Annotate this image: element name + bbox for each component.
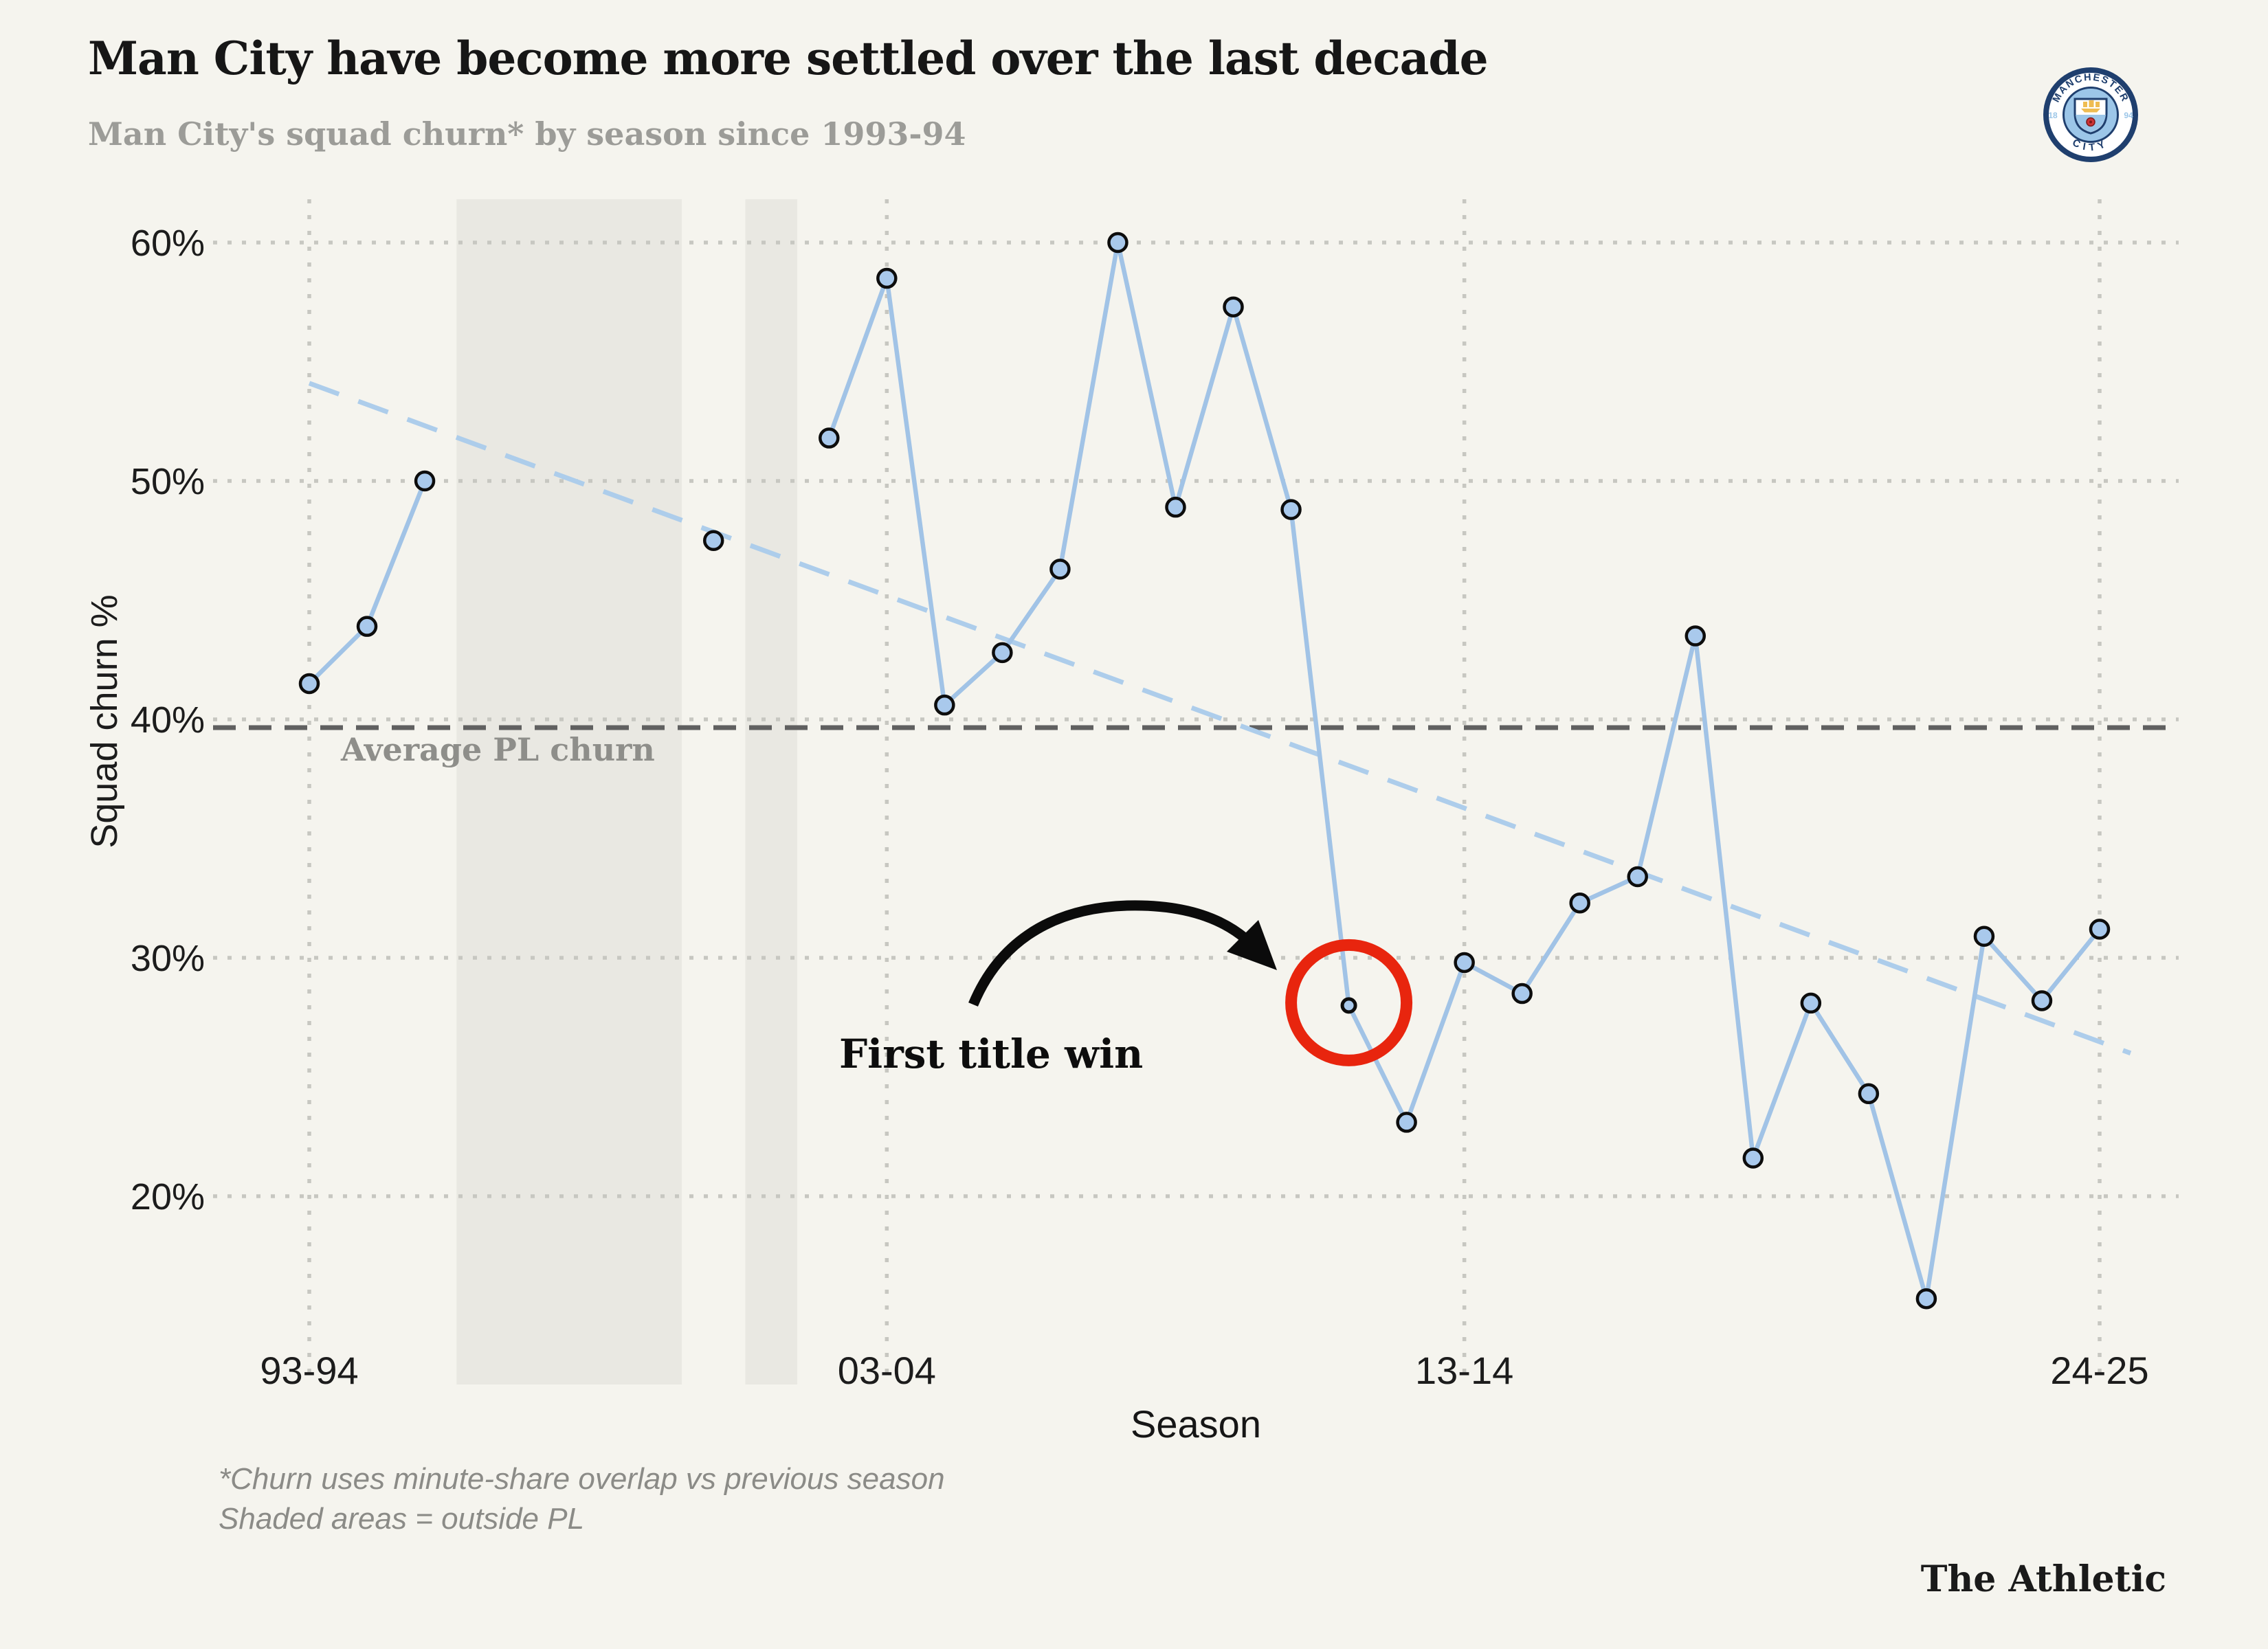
- x-tick-label: 24-25: [2050, 1349, 2148, 1392]
- data-point: [1800, 992, 1822, 1014]
- annotation-arrow: [968, 900, 1249, 1007]
- x-tick-label: 13-14: [1415, 1349, 1513, 1392]
- trend-line: [308, 381, 2132, 1056]
- data-point: [1280, 499, 1302, 520]
- page-title: Man City have become more settled over t…: [88, 32, 1489, 85]
- chart-subtitle: Man City's squad churn* by season since …: [88, 115, 966, 153]
- data-point: [1685, 625, 1706, 647]
- data-point: [876, 267, 898, 289]
- data-point: [298, 673, 320, 695]
- badge-year-left: 18: [2048, 111, 2058, 120]
- footnote: *Churn uses minute-share overlap vs prev…: [219, 1459, 945, 1539]
- footnote-line-2: Shaded areas = outside PL: [219, 1502, 585, 1536]
- y-tick-label: 20%: [131, 1176, 205, 1218]
- highlight-red-circle: [1285, 939, 1413, 1066]
- data-point: [1973, 926, 1995, 947]
- data-point: [1915, 1288, 1937, 1310]
- badge-ship-sails-icon: [2083, 100, 2100, 107]
- annotation-label: First title win: [839, 1031, 1144, 1077]
- data-point: [1223, 296, 1244, 317]
- x-tick-label: 93-94: [260, 1349, 358, 1392]
- data-point: [1049, 559, 1071, 580]
- data-point: [1742, 1147, 1764, 1169]
- badge-year-right: 94: [2124, 111, 2133, 120]
- data-point: [1454, 952, 1475, 974]
- data-point: [1340, 997, 1357, 1014]
- data-point: [992, 642, 1013, 664]
- data-point: [1627, 866, 1648, 888]
- series-line: [307, 480, 427, 686]
- y-tick-label: 50%: [131, 461, 205, 502]
- y-tick-label: 40%: [131, 699, 205, 741]
- footnote-line-1: *Churn uses minute-share overlap vs prev…: [219, 1462, 945, 1496]
- data-point: [2089, 919, 2111, 940]
- shaded-region-outside-pl: [745, 199, 798, 1384]
- badge-ship-hull-icon: [2081, 109, 2100, 113]
- data-point: [702, 530, 724, 551]
- y-tick-label: 60%: [131, 223, 205, 264]
- publisher-credit: The Athletic: [1920, 1558, 2166, 1600]
- data-point: [1107, 232, 1129, 254]
- data-point: [819, 427, 840, 449]
- data-point: [1858, 1083, 1880, 1105]
- data-point: [1165, 496, 1186, 518]
- y-axis-title: Squad churn %: [84, 594, 125, 849]
- annotation-arrowhead-icon: [1227, 920, 1277, 970]
- average-line-label: Average PL churn: [341, 731, 655, 768]
- data-point: [414, 470, 436, 492]
- data-point: [934, 694, 955, 716]
- x-axis-title: Season: [1131, 1402, 1261, 1446]
- y-tick-label: 30%: [131, 938, 205, 979]
- data-point: [356, 616, 378, 637]
- data-point: [2031, 990, 2053, 1011]
- badge-rose-center: [2089, 120, 2092, 124]
- shaded-region-outside-pl: [456, 199, 682, 1384]
- data-point: [1569, 892, 1590, 914]
- data-point: [1511, 983, 1533, 1005]
- man-city-badge-icon: MANCHESTER CITY 18 94: [2043, 67, 2138, 162]
- x-tick-label: 03-04: [838, 1349, 936, 1392]
- data-point: [1396, 1112, 1417, 1133]
